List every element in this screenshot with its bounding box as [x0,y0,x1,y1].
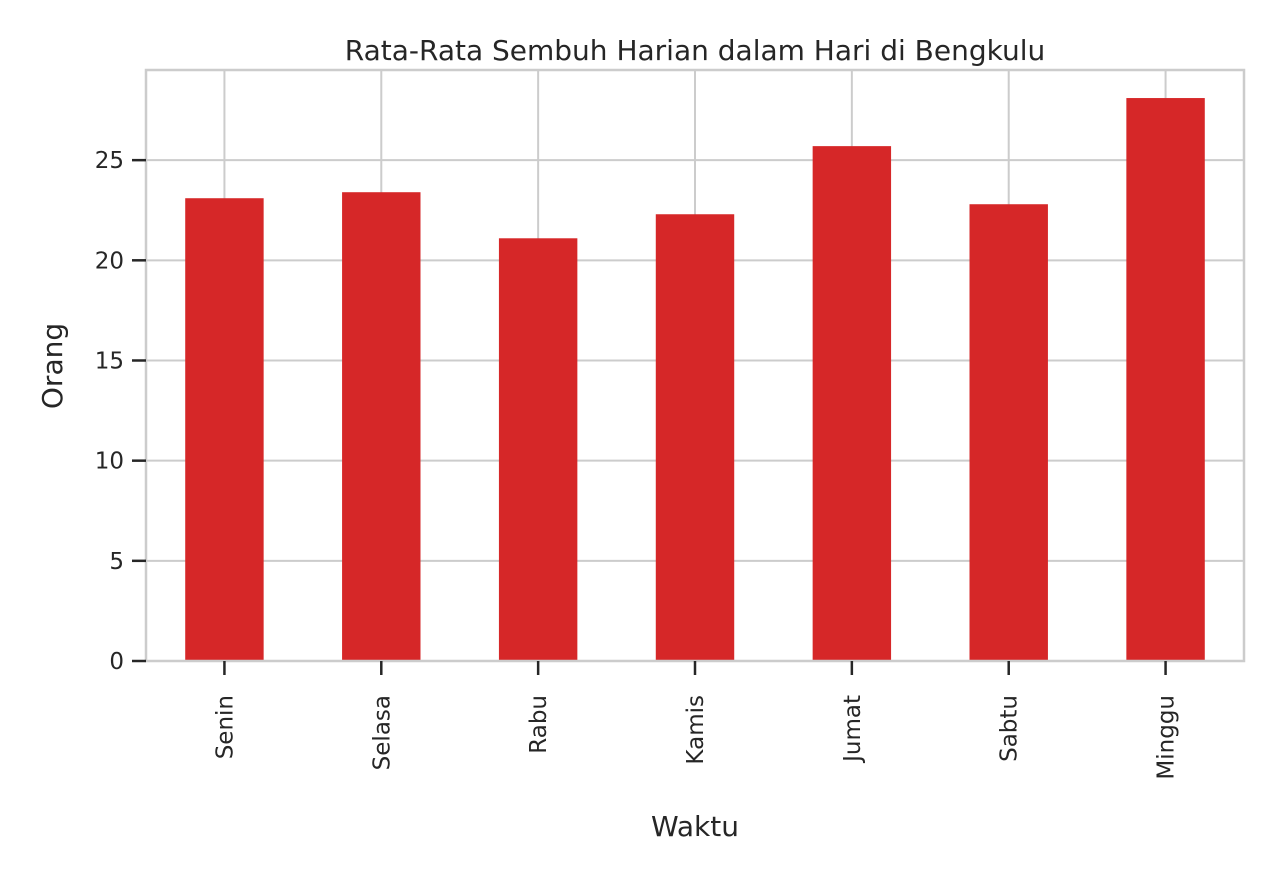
y-tick-label: 20 [95,248,124,274]
x-axis: Senin Selasa Rabu Kamis Jumat Sabtu Minggu [212,661,1180,780]
bar-senin [185,198,264,661]
y-tick-label: 10 [95,449,124,475]
x-tick-label-minggu: Minggu [1154,695,1180,780]
bar-selasa [342,192,421,661]
x-tick-label-jumat: Jumat [840,695,866,764]
y-tick-label: 5 [109,549,124,575]
y-axis: 0 5 10 15 20 25 [95,148,146,675]
x-tick-label-sabtu: Sabtu [997,695,1023,762]
bar-minggu [1126,98,1205,661]
chart-title: Rata-Rata Sembuh Harian dalam Hari di Be… [345,34,1046,67]
x-tick-label-selasa: Selasa [369,695,395,770]
bar-rabu [498,238,578,662]
bar-sabtu [969,204,1048,661]
x-tick-label-rabu: Rabu [526,695,552,754]
x-axis-label: Waktu [651,810,739,843]
x-tick-label-senin: Senin [212,695,238,759]
y-tick-label: 25 [95,148,124,174]
y-axis-label: Orang [36,323,69,409]
y-tick-label: 15 [95,348,124,374]
bars [185,98,1205,662]
x-tick-label-kamis: Kamis [683,695,709,765]
y-tick-label: 0 [109,649,124,675]
bar-kamis [655,214,735,661]
bar-jumat [812,146,892,662]
